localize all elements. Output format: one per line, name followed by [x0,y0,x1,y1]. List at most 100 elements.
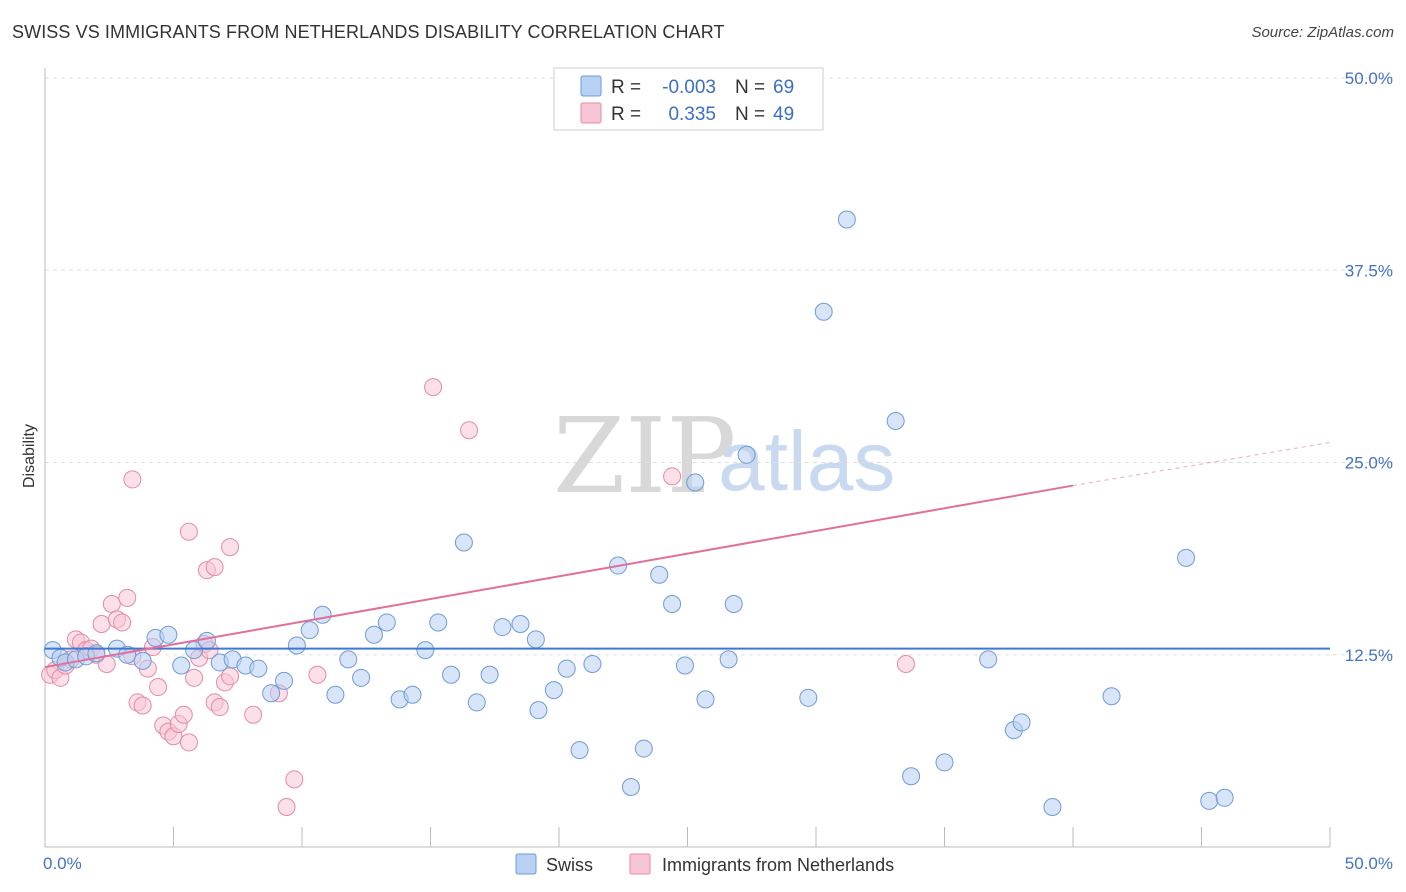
y-axis-title: Disability [21,424,38,488]
swiss-point [634,739,653,758]
neth-trend-line [44,484,1074,669]
watermark-zip: ZIP [553,395,736,517]
swiss-point [663,594,682,613]
y-tick-label: 12.5% [1345,646,1393,665]
neth-point [277,798,296,817]
legend-neth-swatch [629,853,651,875]
swiss-point [416,641,435,660]
swiss-point [621,778,640,797]
swiss-point [529,701,548,720]
neth-point [92,614,111,633]
neth-point [123,470,142,489]
swiss-point [1177,548,1196,567]
swiss-point [737,445,756,464]
swiss-point [544,681,563,700]
chart-title: SWISS VS IMMIGRANTS FROM NETHERLANDS DIS… [12,22,725,42]
neth-r-label: R = [611,104,641,125]
swiss-point [570,741,589,760]
swiss-point [696,690,715,709]
swiss-r-value: -0.003 [662,77,716,98]
neth-n-value: 49 [773,104,794,125]
swiss-point [313,605,332,624]
swiss-point [172,656,191,675]
swiss-stats-swatch [580,75,602,97]
swiss-point [1215,788,1234,807]
swiss-point [1200,791,1219,810]
neth-n-label: N = [735,104,765,125]
legend-swiss-swatch [515,853,537,875]
swiss-point [352,668,371,687]
swiss-n-value: 69 [773,77,794,98]
swiss-n-label: N = [735,77,765,98]
trend-lines [44,442,1331,669]
swiss-point [159,625,178,644]
y-tick-label: 37.5% [1345,261,1393,280]
swiss-point [1012,713,1031,732]
swiss-point [814,302,833,321]
stats-box: R = -0.003 N = 69 R = 0.335 N = 49 [553,67,824,131]
swiss-point [511,614,530,633]
swiss-point [275,671,294,690]
swiss-point [262,684,281,703]
x-tick-label-max: 50.0% [1345,854,1393,873]
swiss-point [249,659,268,678]
swiss-point [403,685,422,704]
neth-point [896,654,915,673]
swiss-point [429,613,448,632]
neth-r-value: 0.335 [668,104,716,125]
swiss-point [442,665,461,684]
swiss-point [719,650,738,669]
y-tick-label: 25.0% [1345,454,1393,473]
swiss-point [935,753,954,772]
swiss-point [1043,798,1062,817]
swiss-point [287,636,306,655]
swiss-point [467,693,486,712]
swiss-point [675,656,694,675]
swiss-point [300,621,319,640]
neth-point [185,668,204,687]
swiss-point [837,210,856,229]
swiss-point [799,688,818,707]
neth-point [244,705,263,724]
neth-point [113,613,132,632]
swiss-point [364,625,383,644]
legend-swiss-label: Swiss [546,855,593,875]
neth-point [285,770,304,789]
swiss-point [526,630,545,649]
swiss-point [480,665,499,684]
neth-point [174,705,193,724]
axes: 12.5% 25.0% 37.5% 50.0% [44,68,1393,848]
neth-stats-swatch [580,102,602,124]
swiss-point [686,473,705,492]
legend: Swiss Immigrants from Netherlands [515,853,894,875]
swiss-point [650,565,669,584]
y-tick-label: 50.0% [1345,69,1393,88]
neth-point [663,467,682,486]
neth-point [210,698,229,717]
neth-point [179,733,198,752]
swiss-point [557,659,576,678]
neth-point [179,522,198,541]
swiss-point [197,631,216,650]
swiss-point [1102,687,1121,706]
neth-point [221,667,240,686]
swiss-point [133,651,152,670]
swiss-point [326,685,345,704]
swiss-point [724,594,743,613]
swiss-point [454,533,473,552]
source-credit: Source: ZipAtlas.com [1251,24,1394,41]
legend-neth-label: Immigrants from Netherlands [662,855,894,875]
neth-point [308,665,327,684]
grid-lines [45,77,1394,656]
neth-point [149,678,168,697]
x-tick-label-min: 0.0% [43,854,82,873]
neth-point [133,696,152,715]
swiss-point [902,767,921,786]
swiss-point [339,650,358,669]
neth-point [102,594,121,613]
swiss-r-label: R = [611,77,641,98]
neth-point [460,421,479,440]
neth-point [424,378,443,397]
